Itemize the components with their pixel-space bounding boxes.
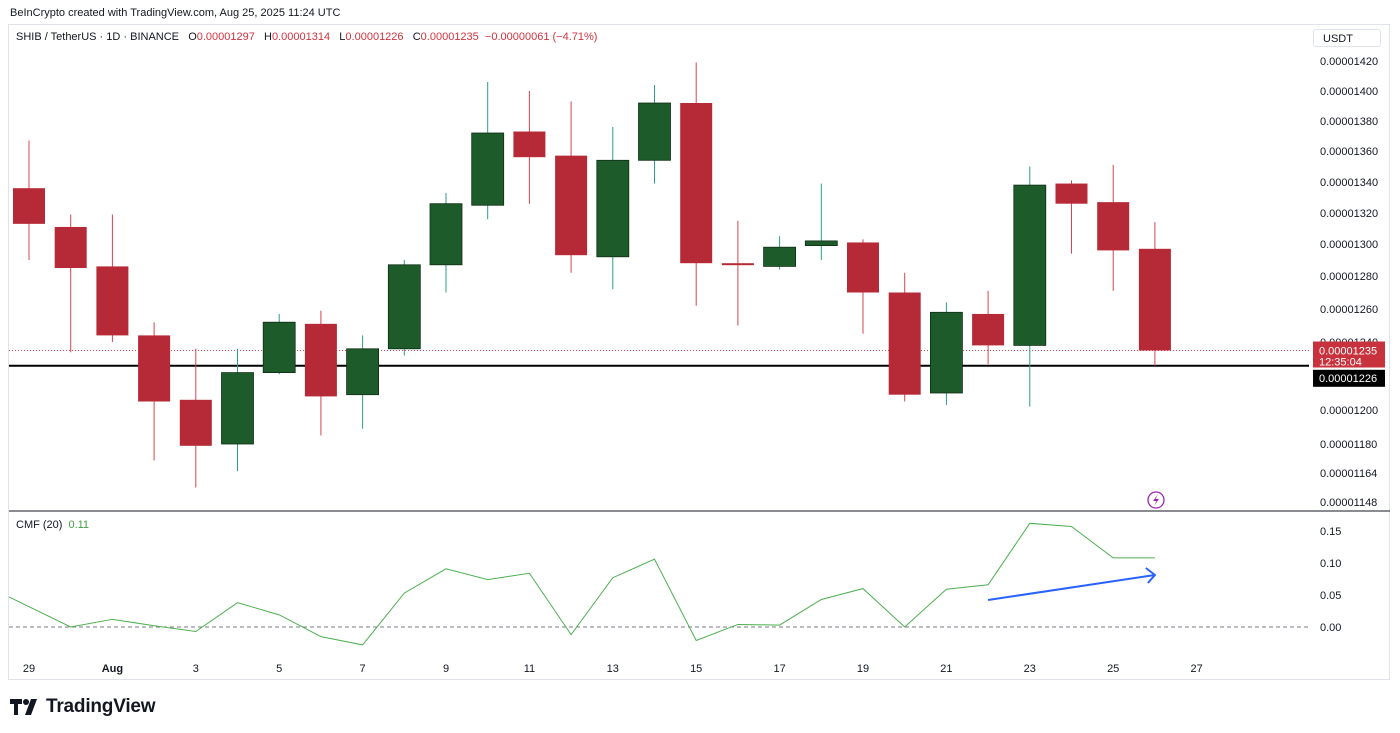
candle-body[interactable] — [262, 321, 296, 374]
price-axis-label: 0.00001360 — [1320, 146, 1378, 158]
price-axis-label: 0.00001180 — [1320, 439, 1377, 451]
close-value: 0.00001235 — [420, 31, 479, 43]
time-axis-label: 23 — [1024, 663, 1036, 675]
time-axis-label: 19 — [857, 663, 869, 675]
candle-body[interactable] — [804, 240, 838, 246]
price-axis-label: 0.00001320 — [1320, 208, 1378, 220]
tradingview-logo-icon — [10, 699, 37, 715]
high-label: H — [264, 31, 272, 43]
cmf-line[interactable] — [8, 522, 1155, 646]
time-axis-label: 9 — [443, 663, 449, 675]
candle-body[interactable] — [513, 131, 546, 158]
cmf-legend[interactable]: CMF (20) 0.11 — [16, 519, 89, 531]
price-change: −0.00000061 (−4.71%) — [484, 31, 598, 43]
time-axis-label: Aug — [102, 663, 123, 675]
time-axis-label: 17 — [773, 663, 785, 675]
time-axis-label: 21 — [940, 663, 952, 675]
price-axis-label: 0.00001340 — [1320, 177, 1378, 189]
price-axis-label: 0.00001300 — [1320, 239, 1378, 251]
close-label: C — [412, 31, 421, 43]
cmf-trend-arrowhead — [1145, 567, 1157, 584]
candle-body[interactable] — [680, 103, 713, 264]
support-price-tag — [1313, 369, 1385, 387]
time-axis-label: 25 — [1107, 663, 1119, 675]
candle-body[interactable] — [138, 335, 171, 402]
candle-body[interactable] — [847, 242, 879, 293]
candle-body[interactable] — [1055, 183, 1088, 204]
chart-frame — [8, 24, 1390, 680]
candle-body[interactable] — [471, 132, 505, 206]
open-value: 0.00001297 — [196, 31, 255, 43]
cmf-axis-label: 0.15 — [1320, 526, 1341, 538]
time-axis-label: 3 — [193, 663, 199, 675]
candle-body[interactable] — [13, 188, 45, 224]
low-label: L — [339, 31, 346, 43]
cmf-axis-label: 0.00 — [1320, 622, 1341, 634]
currency-button[interactable]: USDT — [1313, 29, 1381, 47]
time-axis-label: 7 — [360, 663, 366, 675]
candle-body[interactable] — [221, 372, 254, 445]
candle-body[interactable] — [54, 226, 87, 268]
price-axis-label: 0.00001400 — [1320, 86, 1378, 98]
candle-body[interactable] — [972, 313, 1005, 346]
candle-body[interactable] — [638, 102, 671, 161]
open-label: O — [188, 31, 197, 43]
price-axis-label: 0.00001148 — [1320, 497, 1377, 509]
candle-body[interactable] — [1013, 184, 1047, 346]
price-axis-label: 0.00001380 — [1320, 116, 1378, 128]
cmf-current-value: 0.11 — [68, 519, 90, 531]
price-axis-label: 0.00001420 — [1320, 56, 1378, 68]
candle-body[interactable] — [763, 246, 796, 267]
symbol-legend: SHIB / TetherUS · 1D · BINANCE O0.000012… — [16, 31, 597, 43]
candle-body[interactable] — [1097, 202, 1130, 251]
high-value: 0.00001314 — [272, 31, 331, 43]
candle-body[interactable] — [1138, 248, 1171, 351]
candle-body[interactable] — [96, 266, 129, 336]
tradingview-logo[interactable]: TradingView — [10, 696, 156, 718]
bar-countdown: 12:35:04 — [1319, 357, 1362, 369]
candle-body[interactable] — [304, 323, 337, 397]
price-axis-label: 0.00001280 — [1320, 271, 1378, 283]
support-price-value: 0.00001226 — [1319, 373, 1377, 385]
candle-body[interactable] — [555, 155, 588, 256]
time-axis-label: 13 — [607, 663, 619, 675]
cmf-axis-label: 0.05 — [1320, 590, 1341, 602]
candle-body[interactable] — [346, 348, 380, 396]
time-axis-label: 27 — [1190, 663, 1202, 675]
lightning-bolt-glyph — [1153, 494, 1159, 506]
cmf-title: CMF (20) — [16, 519, 63, 531]
candle-body[interactable] — [930, 311, 963, 394]
candle-body[interactable] — [596, 159, 630, 258]
candle-body[interactable] — [888, 292, 921, 395]
candle-body[interactable] — [387, 264, 421, 350]
candle-body[interactable] — [721, 263, 754, 266]
cmf-trend-arrow[interactable] — [987, 574, 1156, 601]
brand-name: TradingView — [46, 696, 156, 717]
chart-credit: BeInCrypto created with TradingView.com,… — [10, 7, 341, 19]
time-axis-label: 15 — [690, 663, 702, 675]
last-price-value: 0.00001235 — [1319, 346, 1377, 358]
price-axis-label: 0.00001260 — [1320, 304, 1378, 316]
candle-body[interactable] — [429, 203, 463, 266]
time-axis-label: 29 — [23, 663, 35, 675]
low-value: 0.00001226 — [345, 31, 404, 43]
symbol-title[interactable]: SHIB / TetherUS · 1D · BINANCE — [16, 31, 180, 43]
price-axis-label: 0.00001164 — [1320, 468, 1377, 480]
price-axis-label: 0.00001200 — [1320, 405, 1378, 417]
last-price-tag — [1313, 341, 1385, 368]
cmf-axis-label: 0.10 — [1320, 558, 1341, 570]
time-axis-label: 11 — [524, 663, 535, 675]
time-axis-label: 5 — [276, 663, 282, 675]
candle-body[interactable] — [179, 399, 212, 446]
